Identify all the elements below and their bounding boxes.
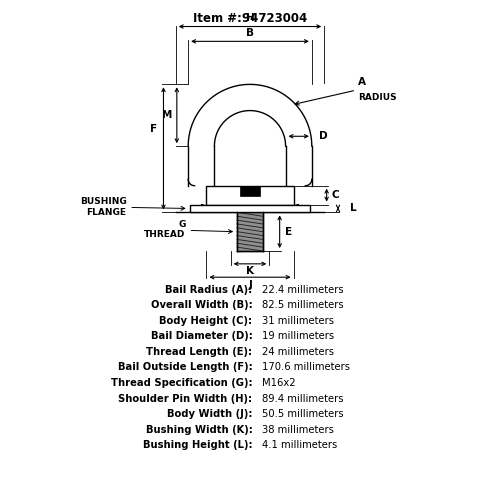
Text: K: K: [246, 266, 254, 276]
Text: 19 millimeters: 19 millimeters: [262, 332, 334, 342]
Text: 89.4 millimeters: 89.4 millimeters: [262, 394, 344, 404]
Text: D: D: [319, 132, 328, 141]
Text: 31 millimeters: 31 millimeters: [262, 316, 334, 326]
Text: J: J: [248, 280, 252, 289]
Text: E: E: [284, 226, 292, 236]
Text: Shoulder Pin Width (H):: Shoulder Pin Width (H):: [118, 394, 252, 404]
Text: M16x2: M16x2: [262, 378, 296, 388]
Text: Body Height (C):: Body Height (C):: [160, 316, 252, 326]
Text: 82.5 millimeters: 82.5 millimeters: [262, 300, 344, 310]
Text: 22.4 millimeters: 22.4 millimeters: [262, 284, 344, 294]
Text: 4.1 millimeters: 4.1 millimeters: [262, 440, 338, 450]
Text: 24 millimeters: 24 millimeters: [262, 347, 334, 357]
Text: Overall Width (B):: Overall Width (B):: [150, 300, 252, 310]
Text: Item #:94723004: Item #:94723004: [193, 12, 307, 24]
Bar: [237, 212, 263, 251]
Text: B: B: [246, 28, 254, 38]
Text: 50.5 millimeters: 50.5 millimeters: [262, 409, 344, 419]
Text: G
THREAD: G THREAD: [144, 220, 233, 240]
Text: RADIUS: RADIUS: [358, 92, 397, 102]
Text: C: C: [332, 190, 339, 200]
Text: Bushing Height (L):: Bushing Height (L):: [143, 440, 252, 450]
Text: M: M: [162, 110, 172, 120]
Text: Bushing Width (K):: Bushing Width (K):: [146, 425, 252, 435]
Text: Thread Length (E):: Thread Length (E):: [146, 347, 252, 357]
Text: Thread Specification (G):: Thread Specification (G):: [111, 378, 253, 388]
Text: H: H: [246, 13, 254, 23]
Text: F: F: [150, 124, 158, 134]
Text: L: L: [350, 204, 357, 214]
Bar: [206, 186, 294, 204]
Bar: [240, 186, 260, 196]
Text: Bail Outside Length (F):: Bail Outside Length (F):: [118, 362, 252, 372]
Text: 38 millimeters: 38 millimeters: [262, 425, 334, 435]
Text: Bail Radius (A):: Bail Radius (A):: [165, 284, 252, 294]
Text: 170.6 millimeters: 170.6 millimeters: [262, 362, 350, 372]
Text: Body Width (J):: Body Width (J):: [167, 409, 252, 419]
Text: Bail Diameter (D):: Bail Diameter (D):: [150, 332, 252, 342]
Text: A: A: [358, 76, 366, 86]
Text: BUSHING
FLANGE: BUSHING FLANGE: [80, 198, 185, 216]
Bar: [190, 204, 310, 212]
